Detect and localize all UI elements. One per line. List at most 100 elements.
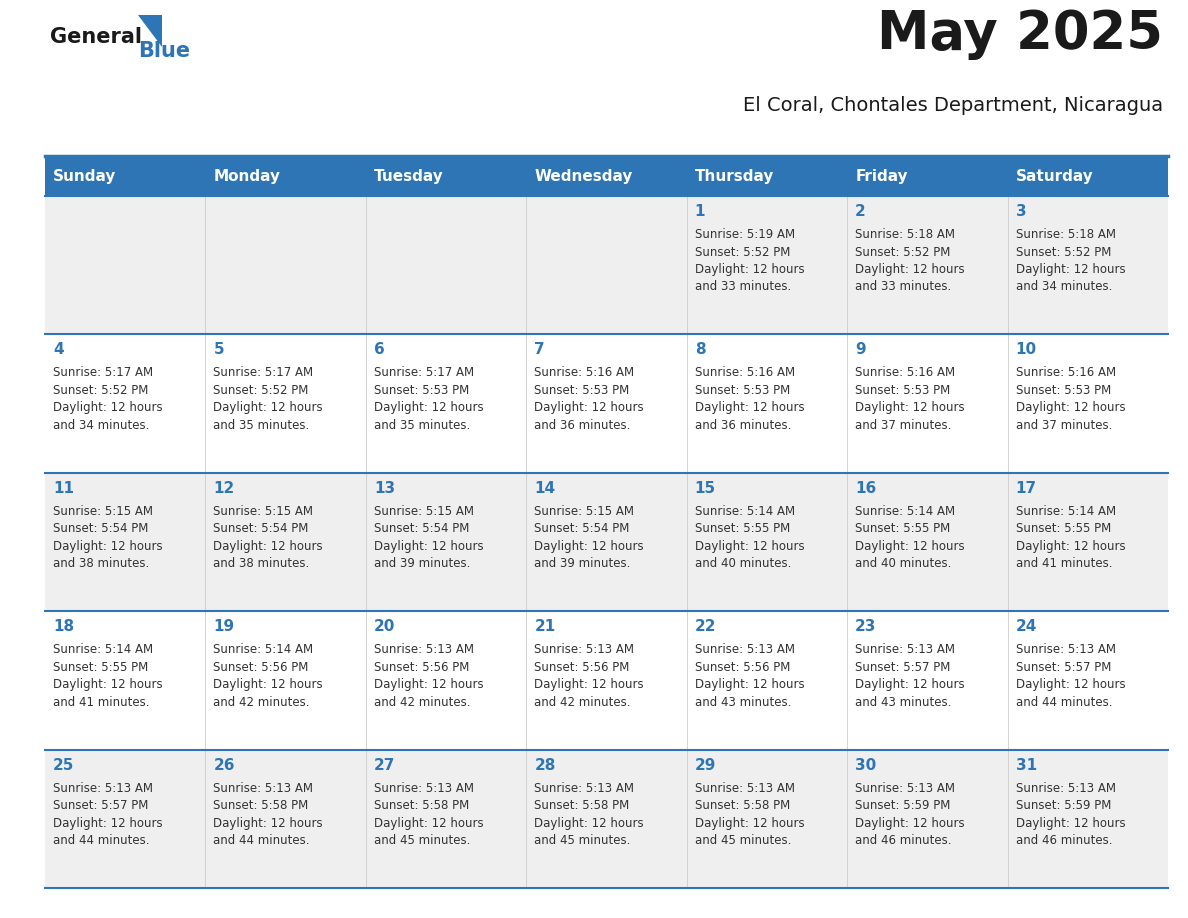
Text: 14: 14: [535, 481, 556, 496]
Text: Daylight: 12 hours: Daylight: 12 hours: [53, 678, 163, 691]
Bar: [687, 611, 847, 750]
Text: 20: 20: [374, 620, 396, 634]
Text: Daylight: 12 hours: Daylight: 12 hours: [535, 540, 644, 553]
Bar: [847, 334, 1007, 473]
Text: and 41 minutes.: and 41 minutes.: [53, 696, 150, 709]
Text: 21: 21: [535, 620, 556, 634]
Text: Daylight: 12 hours: Daylight: 12 hours: [535, 817, 644, 830]
Text: Sunrise: 5:13 AM: Sunrise: 5:13 AM: [695, 644, 795, 656]
Text: Sunset: 5:57 PM: Sunset: 5:57 PM: [1016, 661, 1111, 674]
Text: Sunset: 5:56 PM: Sunset: 5:56 PM: [374, 661, 469, 674]
Text: and 42 minutes.: and 42 minutes.: [374, 696, 470, 709]
Bar: [847, 196, 1007, 334]
Bar: [687, 750, 847, 888]
Text: Sunrise: 5:16 AM: Sunrise: 5:16 AM: [535, 366, 634, 379]
Bar: [687, 473, 847, 611]
Text: Daylight: 12 hours: Daylight: 12 hours: [1016, 540, 1125, 553]
Text: Sunset: 5:53 PM: Sunset: 5:53 PM: [535, 384, 630, 397]
Text: and 34 minutes.: and 34 minutes.: [53, 419, 150, 431]
Text: Sunrise: 5:18 AM: Sunrise: 5:18 AM: [855, 228, 955, 241]
Text: Sunset: 5:54 PM: Sunset: 5:54 PM: [214, 522, 309, 535]
Bar: [526, 750, 687, 888]
Text: 23: 23: [855, 620, 877, 634]
Text: Sunrise: 5:17 AM: Sunrise: 5:17 AM: [374, 366, 474, 379]
Text: and 35 minutes.: and 35 minutes.: [374, 419, 470, 431]
Bar: [1007, 158, 1168, 196]
Text: Sunset: 5:55 PM: Sunset: 5:55 PM: [695, 522, 790, 535]
Text: and 42 minutes.: and 42 minutes.: [214, 696, 310, 709]
Text: Sunset: 5:52 PM: Sunset: 5:52 PM: [695, 245, 790, 259]
Bar: [687, 334, 847, 473]
Bar: [1007, 196, 1168, 334]
Bar: [687, 196, 847, 334]
Text: 26: 26: [214, 757, 235, 773]
Text: Sunrise: 5:13 AM: Sunrise: 5:13 AM: [374, 781, 474, 795]
Text: Sunrise: 5:14 AM: Sunrise: 5:14 AM: [695, 505, 795, 518]
Text: and 39 minutes.: and 39 minutes.: [374, 557, 470, 570]
Text: Daylight: 12 hours: Daylight: 12 hours: [53, 817, 163, 830]
Text: and 44 minutes.: and 44 minutes.: [1016, 696, 1112, 709]
Text: and 33 minutes.: and 33 minutes.: [855, 281, 952, 294]
Bar: [206, 196, 366, 334]
Text: Sunset: 5:52 PM: Sunset: 5:52 PM: [53, 384, 148, 397]
Text: 13: 13: [374, 481, 394, 496]
Text: Sunrise: 5:15 AM: Sunrise: 5:15 AM: [53, 505, 153, 518]
Text: Sunset: 5:54 PM: Sunset: 5:54 PM: [535, 522, 630, 535]
Text: Daylight: 12 hours: Daylight: 12 hours: [855, 263, 965, 276]
Text: Sunset: 5:59 PM: Sunset: 5:59 PM: [855, 799, 950, 812]
Text: Sunset: 5:53 PM: Sunset: 5:53 PM: [695, 384, 790, 397]
Text: 10: 10: [1016, 342, 1037, 357]
Text: and 35 minutes.: and 35 minutes.: [214, 419, 310, 431]
Text: and 42 minutes.: and 42 minutes.: [535, 696, 631, 709]
Text: 28: 28: [535, 757, 556, 773]
Text: 24: 24: [1016, 620, 1037, 634]
Text: Sunrise: 5:17 AM: Sunrise: 5:17 AM: [214, 366, 314, 379]
Text: Blue: Blue: [138, 41, 190, 61]
Text: 31: 31: [1016, 757, 1037, 773]
Text: 11: 11: [53, 481, 74, 496]
Text: Daylight: 12 hours: Daylight: 12 hours: [695, 817, 804, 830]
Text: Daylight: 12 hours: Daylight: 12 hours: [695, 678, 804, 691]
Text: Sunset: 5:55 PM: Sunset: 5:55 PM: [1016, 522, 1111, 535]
Text: Sunset: 5:52 PM: Sunset: 5:52 PM: [855, 245, 950, 259]
Text: 1: 1: [695, 204, 706, 219]
Bar: [366, 611, 526, 750]
Text: Sunrise: 5:13 AM: Sunrise: 5:13 AM: [855, 781, 955, 795]
Bar: [206, 611, 366, 750]
Text: Sunrise: 5:13 AM: Sunrise: 5:13 AM: [695, 781, 795, 795]
Text: Sunset: 5:54 PM: Sunset: 5:54 PM: [53, 522, 148, 535]
Bar: [206, 750, 366, 888]
Text: Daylight: 12 hours: Daylight: 12 hours: [535, 401, 644, 414]
Text: and 43 minutes.: and 43 minutes.: [695, 696, 791, 709]
Text: Sunset: 5:56 PM: Sunset: 5:56 PM: [535, 661, 630, 674]
Text: 6: 6: [374, 342, 385, 357]
Bar: [45, 750, 206, 888]
Text: Daylight: 12 hours: Daylight: 12 hours: [855, 678, 965, 691]
Text: Sunrise: 5:14 AM: Sunrise: 5:14 AM: [1016, 505, 1116, 518]
Text: Sunset: 5:55 PM: Sunset: 5:55 PM: [855, 522, 950, 535]
Bar: [366, 473, 526, 611]
Text: Daylight: 12 hours: Daylight: 12 hours: [1016, 401, 1125, 414]
Text: Sunrise: 5:19 AM: Sunrise: 5:19 AM: [695, 228, 795, 241]
Text: Sunset: 5:53 PM: Sunset: 5:53 PM: [374, 384, 469, 397]
Text: Monday: Monday: [214, 170, 280, 185]
Text: 9: 9: [855, 342, 866, 357]
Text: Daylight: 12 hours: Daylight: 12 hours: [53, 540, 163, 553]
Text: Sunrise: 5:18 AM: Sunrise: 5:18 AM: [1016, 228, 1116, 241]
Text: Sunrise: 5:14 AM: Sunrise: 5:14 AM: [214, 644, 314, 656]
Text: Daylight: 12 hours: Daylight: 12 hours: [214, 678, 323, 691]
Text: Sunrise: 5:13 AM: Sunrise: 5:13 AM: [374, 644, 474, 656]
Text: and 45 minutes.: and 45 minutes.: [695, 834, 791, 847]
Text: Sunrise: 5:17 AM: Sunrise: 5:17 AM: [53, 366, 153, 379]
Text: and 40 minutes.: and 40 minutes.: [855, 557, 952, 570]
Text: Sunrise: 5:14 AM: Sunrise: 5:14 AM: [53, 644, 153, 656]
Text: and 41 minutes.: and 41 minutes.: [1016, 557, 1112, 570]
Text: and 37 minutes.: and 37 minutes.: [1016, 419, 1112, 431]
Text: Daylight: 12 hours: Daylight: 12 hours: [53, 401, 163, 414]
Text: and 38 minutes.: and 38 minutes.: [214, 557, 310, 570]
Text: Daylight: 12 hours: Daylight: 12 hours: [374, 817, 484, 830]
Bar: [206, 473, 366, 611]
Text: May 2025: May 2025: [877, 8, 1163, 60]
Bar: [847, 473, 1007, 611]
Text: 29: 29: [695, 757, 716, 773]
